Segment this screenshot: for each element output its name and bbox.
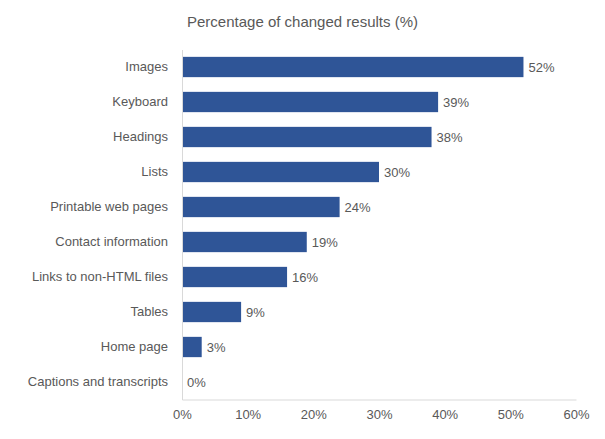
category-label: Keyboard: [112, 94, 168, 109]
bar: [182, 267, 287, 287]
value-tick: 30%: [366, 407, 392, 422]
bars: [182, 57, 523, 357]
category-tick: Headings: [113, 129, 168, 144]
category-label: Printable web pages: [50, 199, 168, 214]
category-axis: Images Keyboard Headings Lists Printable web…: [28, 50, 183, 400]
bar: [182, 197, 340, 217]
bar: [182, 162, 379, 182]
category-label: Contact information: [55, 234, 168, 249]
category-label: Captions and transcripts: [28, 374, 169, 389]
category-label: Tables: [130, 304, 168, 319]
category-tick: Contact information: [55, 234, 168, 249]
category-label: Images: [125, 59, 168, 74]
value-tick-label: 60%: [563, 407, 589, 422]
category-axis-line: [182, 50, 183, 400]
category-tick: Links to non-HTML files: [32, 269, 169, 284]
value-axis-line: [183, 400, 577, 401]
chart: Percentage of changed results (%) 0% 10% 20…: [0, 0, 605, 439]
category-label: Headings: [113, 129, 168, 144]
data-label: 39%: [443, 95, 469, 110]
value-tick: 60%: [563, 407, 589, 422]
bar: [182, 302, 241, 322]
data-label: 19%: [312, 235, 338, 250]
category-label: Lists: [141, 164, 168, 179]
data-labels: 52% 39% 38% 30% 24% 19% 16% 9% 3% 0%: [187, 60, 555, 390]
data-label: 24%: [345, 200, 371, 215]
data-label: 30%: [384, 165, 410, 180]
value-tick: 0%: [173, 407, 192, 422]
value-tick-label: 20%: [301, 407, 327, 422]
category-tick: Tables: [130, 304, 168, 319]
category-tick: Lists: [141, 164, 168, 179]
value-axis: 0% 10% 20% 30% 40% 50% 60%: [173, 400, 590, 422]
bar: [182, 92, 438, 112]
data-label: 3%: [207, 340, 226, 355]
value-tick: 40%: [432, 407, 458, 422]
value-tick-label: 40%: [432, 407, 458, 422]
value-tick: 10%: [235, 407, 261, 422]
category-tick: Images: [125, 59, 168, 74]
bar: [182, 127, 432, 147]
value-tick-label: 50%: [498, 407, 524, 422]
value-tick: 20%: [301, 407, 327, 422]
category-label: Home page: [101, 339, 168, 354]
category-tick: Captions and transcripts: [28, 374, 169, 389]
category-label: Links to non-HTML files: [32, 269, 169, 284]
data-label: 52%: [528, 60, 554, 75]
bar: [182, 232, 307, 252]
category-tick: Home page: [101, 339, 168, 354]
data-label: 0%: [187, 375, 206, 390]
value-tick-label: 30%: [366, 407, 392, 422]
data-label: 38%: [437, 130, 463, 145]
value-tick-label: 0%: [173, 407, 192, 422]
category-tick: Printable web pages: [50, 199, 168, 214]
bar: [182, 57, 523, 77]
category-tick: Keyboard: [112, 94, 168, 109]
value-tick: 50%: [498, 407, 524, 422]
data-label: 9%: [246, 305, 265, 320]
data-label: 16%: [292, 270, 318, 285]
bar: [182, 337, 202, 357]
value-tick-label: 10%: [235, 407, 261, 422]
chart-title: Percentage of changed results (%): [187, 13, 418, 30]
